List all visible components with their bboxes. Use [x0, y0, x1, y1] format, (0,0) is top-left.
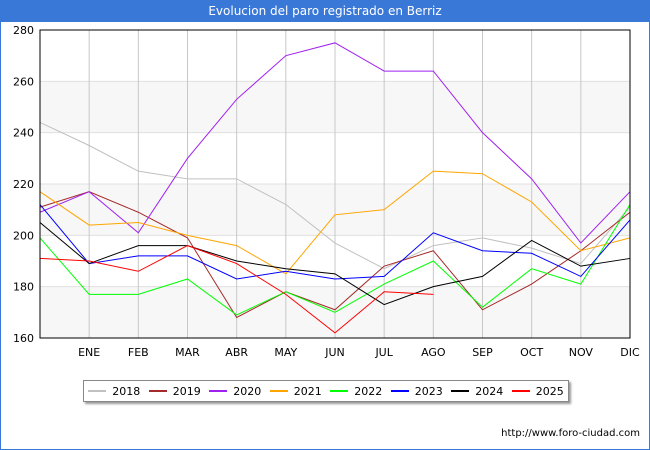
series-line-2023: [39, 204, 631, 280]
legend-label: 2025: [535, 384, 564, 398]
x-tick-label: FEB: [128, 346, 149, 359]
legend-item-2022: 2022: [330, 385, 382, 398]
x-tick-label: DIC: [620, 346, 640, 359]
legend-label: 2019: [172, 384, 201, 398]
x-tick-label: AGO: [421, 346, 446, 359]
x-tick-label: ENE: [78, 346, 100, 359]
legend-label: 2024: [475, 384, 504, 398]
legend-item-2021: 2021: [269, 384, 322, 398]
plot-border: [39, 29, 631, 339]
x-tick-label: JUL: [374, 346, 393, 359]
x-tick-label: NOV: [569, 346, 594, 359]
legend-label: 2021: [293, 384, 322, 398]
legend-swatch: [269, 390, 288, 392]
x-tick-label: SEP: [472, 346, 493, 359]
series-line-2021: [39, 170, 631, 275]
legend-item-2018: 2018: [88, 385, 140, 398]
x-tick-label: MAR: [175, 346, 200, 359]
legend-label: 2023: [414, 384, 443, 398]
x-tick-label: JUN: [324, 346, 345, 359]
series-line-2022: [39, 204, 631, 316]
y-tick-label: 240: [13, 127, 34, 140]
chart-title: Evolucion del paro registrado en Berriz: [0, 0, 650, 22]
legend-swatch: [451, 390, 470, 392]
y-tick-label: 280: [13, 24, 34, 37]
legend-swatch: [88, 390, 107, 392]
y-tick-label: 160: [13, 332, 34, 345]
legend-item-2024: 2024: [451, 385, 503, 398]
legend-swatch: [511, 390, 530, 392]
series-line-2025: [39, 245, 434, 334]
series-line-2018: [39, 121, 631, 270]
y-tick-label: 180: [13, 281, 34, 294]
y-tick-label: 200: [13, 229, 34, 242]
legend-item-2025: 2025: [511, 384, 564, 398]
legend: 2018 2019 2020 2021 2022 2023 2024 2025: [83, 380, 569, 402]
legend-item-2019: 2019: [148, 384, 201, 398]
footer-url: http://www.foro-ciudad.com: [501, 428, 640, 439]
legend-item-2023: 2023: [390, 384, 443, 398]
series-line-2024: [39, 222, 631, 306]
x-tick-label: MAY: [274, 346, 297, 359]
series-line-2020: [39, 42, 631, 244]
x-tick-label: ABR: [225, 346, 248, 359]
legend-item-2020: 2020: [209, 385, 261, 398]
legend-swatch: [209, 390, 228, 392]
legend-swatch: [330, 390, 349, 392]
series-line-2019: [39, 191, 631, 319]
legend-label: 2018: [112, 384, 141, 398]
legend-swatch: [148, 390, 167, 392]
legend-swatch: [390, 390, 409, 392]
legend-label: 2022: [354, 384, 383, 398]
y-tick-label: 220: [13, 178, 34, 191]
y-tick-label: 260: [13, 75, 34, 88]
x-tick-label: OCT: [520, 346, 543, 359]
legend-label: 2020: [233, 384, 262, 398]
